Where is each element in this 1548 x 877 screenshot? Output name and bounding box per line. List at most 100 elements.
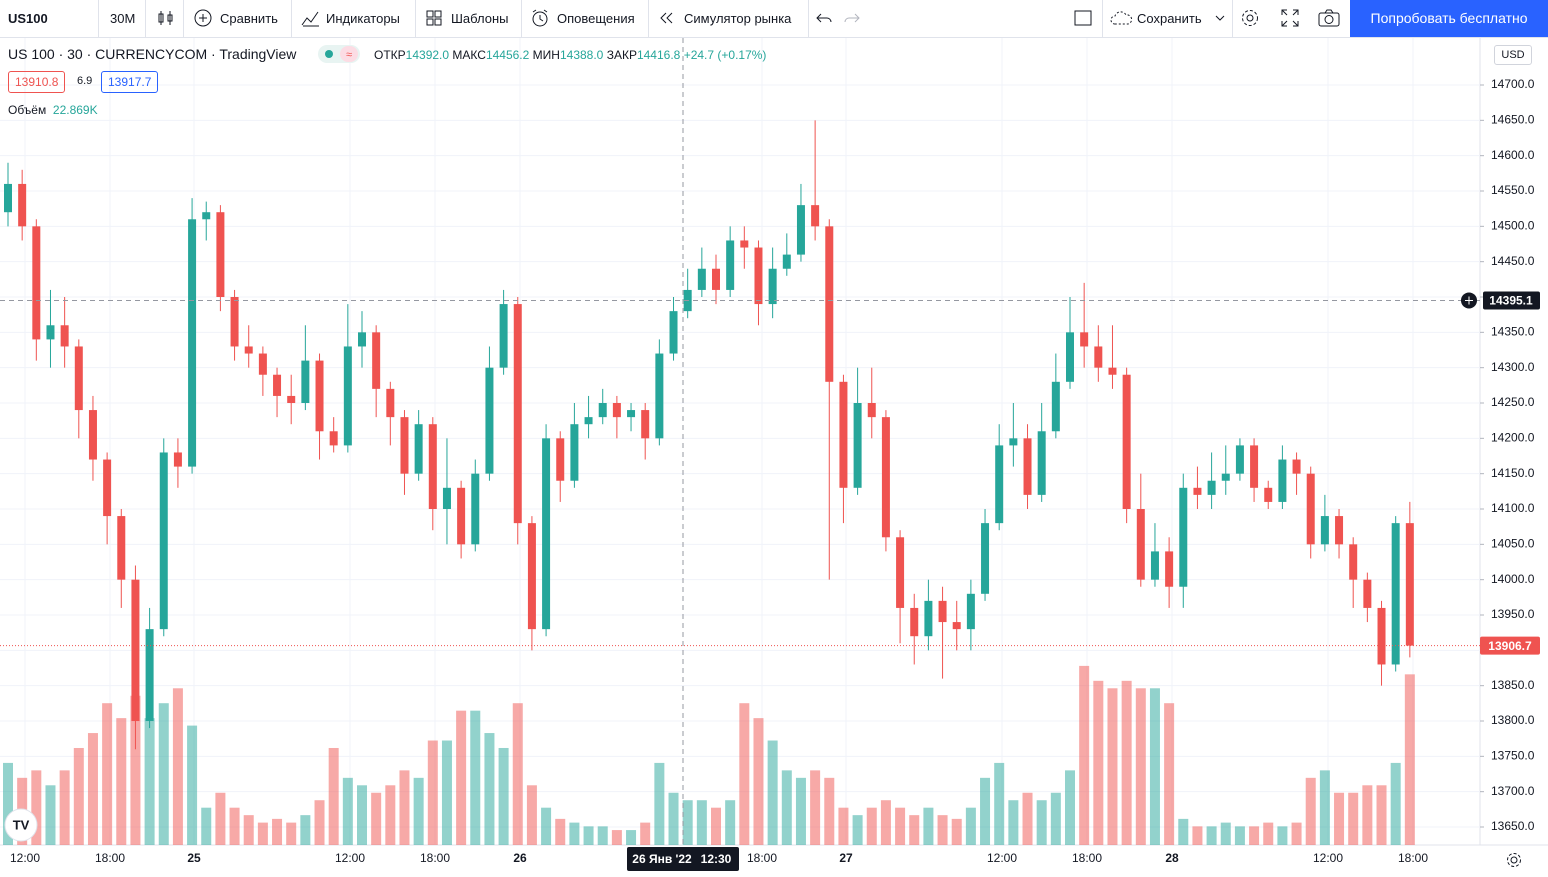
volume-bar [1022, 792, 1033, 845]
volume-bar [1334, 792, 1345, 845]
symbol[interactable]: US100 [8, 11, 48, 26]
crosshair-time-tag [627, 847, 739, 871]
candle-body [74, 346, 83, 411]
candle-body [471, 473, 480, 545]
candle-body [414, 424, 423, 474]
candle-body [18, 183, 27, 227]
axis-settings[interactable] [1505, 851, 1523, 869]
candle-body [1122, 374, 1131, 510]
candle-body [513, 304, 522, 524]
volume-bar [909, 815, 920, 845]
candle-body [1136, 509, 1145, 580]
y-tick-label: 13950.0 [1491, 607, 1535, 621]
tv-logo[interactable]: TV [4, 808, 38, 842]
volume-bar [739, 703, 750, 845]
volume-label: Объём [8, 103, 47, 117]
close-value: 14416.8 [636, 48, 681, 62]
replay-icon [660, 12, 673, 24]
volume-bar [951, 818, 962, 845]
bid[interactable]: 13910.8 [8, 71, 66, 93]
candle-body [754, 247, 763, 305]
volume-bar [1206, 826, 1217, 845]
volume-bar [1107, 688, 1118, 845]
volume-bar [965, 807, 976, 845]
volume-bar [1192, 826, 1203, 845]
candle-body [981, 523, 990, 594]
x-tick-label: 27 [839, 851, 853, 865]
volume-bar [1277, 826, 1288, 845]
candle-body [1207, 480, 1216, 495]
settings-button[interactable] [1240, 8, 1260, 28]
spread: 6.9 [77, 75, 93, 87]
currency[interactable]: USD [1494, 45, 1532, 65]
volume-bar [201, 807, 212, 845]
candle-body [485, 367, 494, 474]
alerts-button[interactable]: Оповещения [557, 11, 635, 26]
separator [183, 0, 184, 37]
x-tick-label: 18:00 [1072, 851, 1102, 865]
volume-bar [1093, 680, 1104, 845]
candle-body [584, 417, 593, 425]
volume-bar [767, 740, 778, 845]
y-tick-label: 14500.0 [1491, 219, 1535, 233]
y-tick-label: 14150.0 [1491, 466, 1535, 480]
replay-button[interactable]: Симулятор рынка [684, 11, 792, 26]
y-tick-label: 14000.0 [1491, 572, 1535, 586]
separator [808, 0, 809, 37]
save-menu[interactable] [1214, 14, 1226, 24]
compare-button[interactable]: Сравнить [220, 11, 278, 26]
volume-bar [427, 740, 438, 845]
save-button[interactable]: Сохранить [1137, 11, 1202, 26]
volume-bar [1121, 680, 1132, 845]
crosshair-date-label: 26 Янв '22 [632, 852, 692, 866]
crosshair-add-plus [1465, 296, 1473, 305]
volume-bar [795, 777, 806, 845]
volume-bar [385, 785, 396, 845]
fullscreen-button[interactable] [1280, 8, 1300, 28]
volume-bar [1220, 822, 1231, 845]
x-tick-label: 26 [513, 851, 527, 865]
candle-body [244, 346, 253, 354]
market-status: ≈ [318, 45, 360, 63]
try-free-button[interactable]: Попробовать бесплатно [1350, 0, 1548, 37]
candle-body [103, 459, 112, 517]
undo-redo[interactable] [815, 10, 861, 26]
candle-body [358, 332, 366, 347]
svg-text:≈: ≈ [346, 49, 352, 61]
chart: 14700.0 14650.0 14600.0 14550.0 14500.0 14450… [0, 38, 1548, 877]
layout-button[interactable] [1073, 9, 1093, 27]
chart-type-icon[interactable] [156, 8, 176, 28]
indicators-button[interactable]: Индикаторы [326, 11, 400, 26]
candle-body [995, 445, 1004, 524]
volume-bar [555, 818, 566, 845]
candle-body [655, 353, 664, 439]
volume-value: 22.869K [52, 103, 98, 117]
ask[interactable]: 13917.7 [101, 71, 159, 93]
volume-bar [357, 785, 367, 845]
legend-title: US 100 · 30 · CURRENCYCOM · TradingView [8, 46, 297, 62]
templates-button[interactable]: Шаблоны [451, 11, 509, 26]
candle-body [853, 403, 862, 488]
volume-bar [371, 792, 382, 845]
low-value: 14388.0 [559, 48, 604, 62]
high-value: 14456.2 [485, 48, 530, 62]
y-tick-label: 14100.0 [1491, 501, 1535, 515]
volume-bar [342, 777, 353, 845]
x-tick-label: 18:00 [420, 851, 450, 865]
candle-body [400, 417, 409, 474]
candle-body [1250, 445, 1259, 488]
candle-body [768, 268, 777, 305]
candle-body [230, 297, 239, 347]
volume-bar [725, 800, 736, 845]
x-tick-label: 12:00 [1313, 851, 1343, 865]
volume-bar [456, 710, 467, 845]
interval[interactable]: 30М [110, 11, 136, 26]
volume-bar [895, 807, 906, 845]
volume-bar [116, 718, 127, 845]
candle-body [1292, 459, 1301, 474]
templates-icon [426, 10, 442, 26]
y-tick-label: 14450.0 [1491, 254, 1535, 268]
snapshot-button[interactable] [1317, 8, 1341, 28]
volume-bar [144, 718, 155, 845]
candle-body [202, 212, 211, 220]
